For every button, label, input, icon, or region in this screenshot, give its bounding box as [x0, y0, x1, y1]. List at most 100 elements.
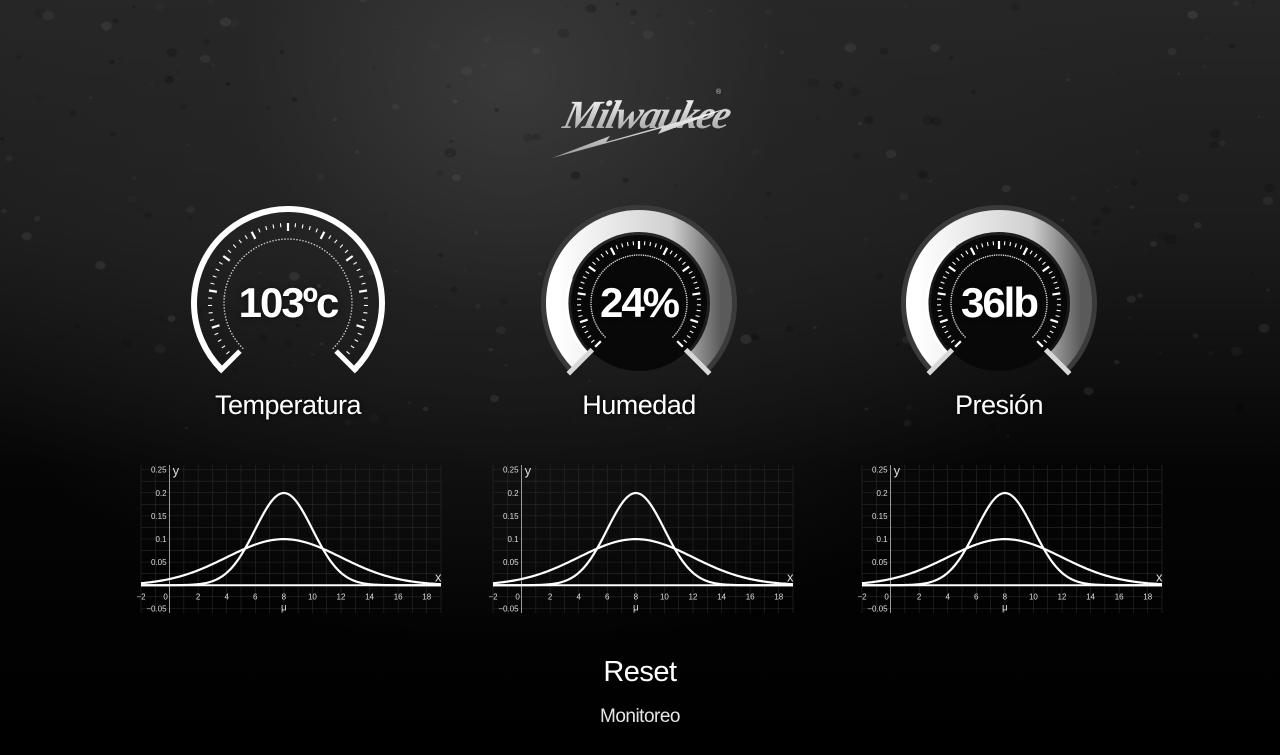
rain-drop	[1192, 333, 1199, 339]
rain-drop	[1006, 434, 1010, 438]
gauge-dot	[226, 283, 228, 285]
rain-drop	[452, 174, 461, 182]
gauge-dot	[1046, 303, 1048, 306]
gauge-tick	[683, 339, 688, 343]
gauge-dot	[1007, 255, 1009, 257]
gauge-dot	[961, 332, 963, 335]
gauge-dot	[293, 238, 295, 241]
gauge-dot	[976, 259, 979, 262]
gauge-tick	[692, 325, 697, 329]
rain-drop	[488, 346, 493, 350]
gauge-dot	[341, 335, 344, 338]
gauge-dot	[982, 256, 985, 259]
gauge-dot	[1000, 254, 1003, 256]
gauge-dot	[223, 304, 225, 306]
gauge-tick	[693, 281, 698, 284]
gauge-tick	[217, 339, 222, 343]
gauge-tick	[1043, 339, 1048, 343]
rain-drop	[1167, 48, 1177, 56]
gauge-dot	[657, 258, 660, 261]
gauge-dot	[590, 310, 593, 313]
gauge-dot	[684, 290, 687, 292]
rain-drop	[1143, 249, 1146, 252]
gauge-dot	[686, 299, 688, 301]
rain-drop	[903, 4, 908, 8]
gauge-dot	[950, 310, 953, 313]
gauge-dot	[337, 262, 339, 264]
gauge-tick	[580, 281, 585, 284]
gauge-dot	[598, 329, 601, 331]
gauge-dot	[685, 292, 687, 295]
gauge-dot	[629, 255, 631, 257]
rain-drop	[496, 326, 506, 335]
rain-drop	[1099, 353, 1102, 357]
gauge-dot	[954, 321, 956, 323]
gauge-dot	[601, 332, 603, 335]
gauge-dot	[998, 254, 1000, 256]
gauge-dot	[241, 347, 244, 350]
rain-drop	[1258, 323, 1270, 333]
gauge-dot	[620, 257, 623, 260]
rain-drop	[1209, 141, 1219, 149]
rain-drop	[523, 133, 534, 142]
rain-drop	[1209, 129, 1221, 138]
rain-drop	[69, 110, 77, 116]
gauge-dot	[347, 324, 349, 327]
x-tick-label: 10	[308, 592, 317, 601]
rain-drop	[291, 96, 298, 102]
gauge-dot	[1042, 321, 1044, 323]
gauge-tick	[578, 287, 583, 290]
gauge-tick	[615, 245, 619, 250]
gauge-dot	[1039, 327, 1041, 329]
rain-drop	[185, 426, 188, 429]
gauge-dot	[590, 305, 592, 308]
gauge-temperatura: 103ºc Temperatura	[188, 200, 388, 425]
gauge-dot	[1033, 334, 1036, 337]
gauge-tick	[344, 249, 349, 254]
gauge-tick	[596, 257, 600, 262]
gauge-dot	[686, 301, 688, 304]
rain-drop	[452, 99, 458, 104]
rain-drop	[474, 231, 479, 235]
gauge-dot	[968, 264, 971, 266]
gauge-dot	[612, 261, 615, 264]
gauge-tick	[1056, 309, 1061, 312]
rain-drop	[1010, 3, 1021, 11]
gauge-tick	[578, 315, 583, 318]
series-curve-1	[492, 538, 794, 586]
rain-drop	[448, 152, 452, 156]
monitoreo-link[interactable]: Monitoreo	[600, 706, 681, 727]
gauge-dot	[1043, 319, 1045, 321]
gauge-dot	[228, 327, 231, 330]
gauge-end-cap	[566, 347, 595, 376]
gauge-level-arc	[565, 278, 590, 355]
rain-drop	[764, 216, 768, 219]
rain-drop	[842, 31, 845, 34]
gauge-dot	[953, 283, 956, 286]
gauge-presion: 36lb Presión	[899, 200, 1099, 425]
gauge-dot	[348, 321, 350, 324]
rain-drop	[499, 298, 509, 306]
gauge-dot	[655, 257, 658, 260]
rain-drop	[1176, 72, 1181, 76]
gauge-dot	[950, 299, 952, 301]
gauge-tick	[1019, 245, 1023, 250]
gauge-dot	[348, 283, 350, 285]
gauge-tick	[588, 265, 596, 273]
reset-button[interactable]: Reset	[603, 656, 677, 688]
x-tick-label: 6	[605, 592, 610, 601]
rain-drop	[764, 45, 767, 48]
rain-drop	[1178, 193, 1189, 203]
x-tick-label: 8	[1003, 592, 1008, 601]
rain-drop	[848, 86, 861, 97]
gauge-tick	[218, 261, 223, 265]
rain-drop	[101, 21, 112, 31]
gauge-end-cap	[1043, 347, 1072, 376]
gauge-tick	[1053, 281, 1058, 284]
rain-drop	[853, 153, 861, 160]
rain-drop	[1130, 180, 1138, 186]
gauge-dot	[302, 239, 304, 242]
gauge-dot	[593, 283, 596, 286]
gauge-dot	[984, 256, 987, 258]
gauge-tick	[678, 257, 682, 262]
